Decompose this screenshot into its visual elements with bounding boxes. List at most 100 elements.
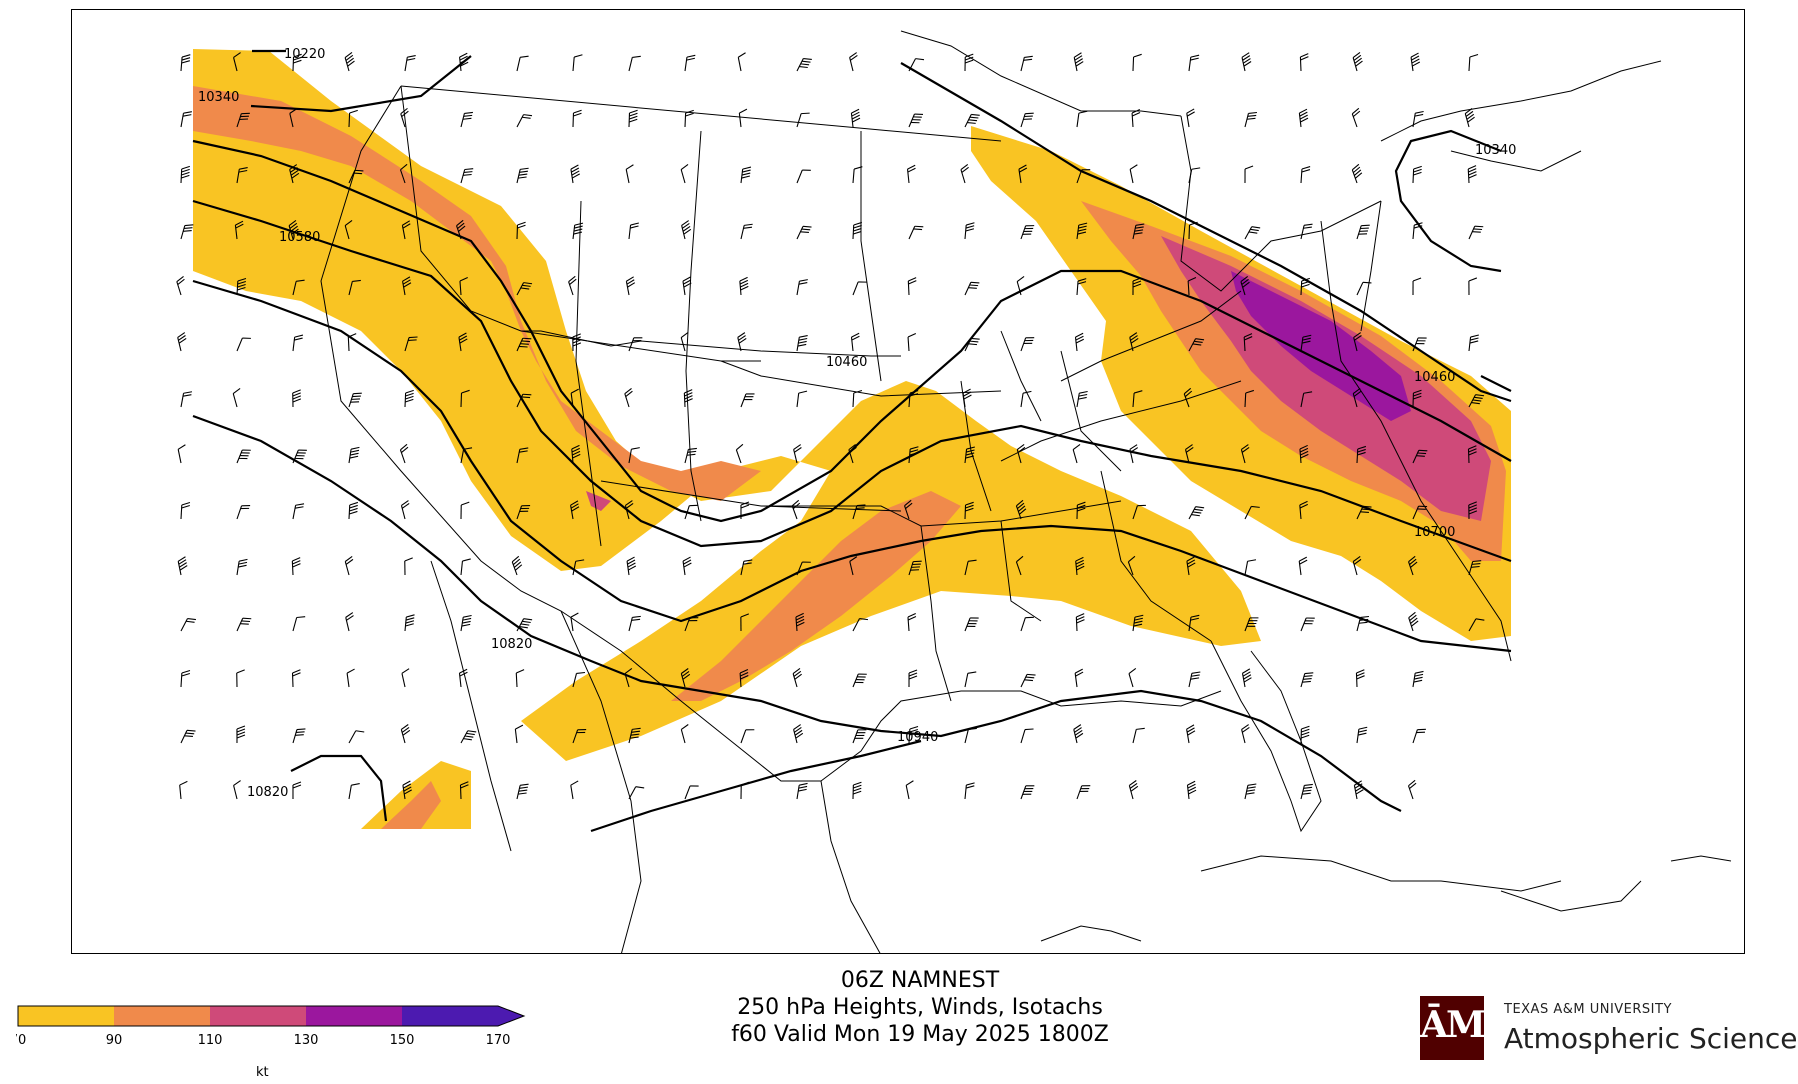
- wind-barb-icon: [1188, 167, 1201, 184]
- wind-barb-icon: [850, 108, 861, 128]
- wind-barb-icon: [1076, 390, 1088, 408]
- wind-barb-icon: [1186, 108, 1195, 128]
- wind-barb-icon: [400, 500, 410, 520]
- wind-barb-icon: [905, 780, 914, 800]
- wind-barb-icon: [1244, 505, 1260, 520]
- wind-barb-icon: [1016, 276, 1025, 296]
- wind-barb-icon: [852, 281, 867, 296]
- wind-barb-icon: [402, 276, 412, 296]
- colorbar-segments: [17, 1005, 526, 1027]
- wind-barb-icon: [348, 279, 361, 296]
- wind-barb-icon: [1468, 394, 1485, 408]
- wind-barb-icon: [344, 556, 354, 576]
- wind-barb-icon: [1184, 444, 1194, 464]
- wind-barb-icon: [1300, 166, 1311, 184]
- wind-barb-icon: [180, 391, 193, 408]
- wind-barb-icon: [1188, 54, 1200, 72]
- wind-barb-icon: [740, 559, 753, 576]
- wind-barb-icon: [460, 730, 477, 744]
- wind-barb-icon: [1076, 169, 1091, 184]
- wind-barb-icon: [684, 447, 697, 464]
- wind-barb-icon: [852, 729, 867, 744]
- wind-barb-icon: [1186, 724, 1196, 744]
- colorbar-tick-label: 170: [486, 1033, 511, 1048]
- wind-barb-icon: [1356, 224, 1370, 240]
- wind-barb-icon: [684, 504, 698, 520]
- wind-barb-icon: [233, 780, 241, 800]
- contour-labels: 10220 10340 10580 10460 10340 10460 1070…: [198, 47, 1516, 800]
- wind-barb-icon: [628, 447, 640, 464]
- wind-barb-icon: [180, 165, 190, 184]
- wind-barb-icon: [628, 615, 641, 632]
- wind-barb-icon: [404, 614, 415, 632]
- logo-department: Atmospheric Sciences: [1504, 1022, 1798, 1055]
- wind-barb-icon: [460, 389, 470, 408]
- wind-barb-icon: [740, 501, 750, 520]
- wind-barb-icon: [176, 275, 185, 296]
- wind-barb-icon: [681, 220, 692, 240]
- wind-barb-icon: [796, 390, 808, 408]
- wind-barb-icon: [684, 785, 699, 800]
- wind-barb-icon: [399, 163, 408, 184]
- wind-barb-icon: [907, 612, 917, 632]
- wind-barb-icon: [514, 724, 524, 744]
- wind-barb-icon: [796, 561, 811, 576]
- wind-barb-icon: [404, 336, 418, 352]
- wind-barb-icon: [460, 501, 470, 520]
- wind-barb-icon: [292, 279, 305, 296]
- wind-barb-icon: [348, 446, 360, 464]
- wind-barb-icon: [852, 166, 863, 184]
- wind-barb-icon: [1244, 226, 1261, 240]
- contour-label-10220: 10220: [284, 47, 325, 62]
- wind-barb-icon: [1468, 53, 1479, 72]
- wind-barb-icon: [684, 617, 699, 632]
- wind-barb-icon: [1464, 108, 1475, 128]
- wind-barb-icon: [792, 668, 802, 688]
- colorbar-segment: [210, 1006, 306, 1026]
- wind-barb-icon: [1074, 668, 1084, 688]
- wind-barb-icon: [624, 500, 634, 520]
- contour-label-10820: 10820: [491, 637, 532, 652]
- wind-barb-icon: [1244, 617, 1259, 632]
- wind-barb-icon: [1299, 444, 1309, 464]
- wind-barb-icon: [292, 728, 306, 744]
- wind-barb-icon: [1018, 164, 1028, 184]
- wind-barb-icon: [739, 276, 749, 296]
- wind-barb-icon: [1244, 111, 1258, 128]
- wind-barb-icon: [236, 725, 246, 744]
- wind-barb-icon: [348, 783, 360, 800]
- wind-barb-icon: [680, 332, 689, 352]
- wind-barb-icon: [236, 558, 248, 576]
- wind-barb-icon: [236, 277, 247, 296]
- wind-barb-icon: [292, 334, 304, 352]
- wind-barb-icon: [402, 780, 412, 800]
- wind-barb-icon: [964, 617, 979, 632]
- wind-barb-icon: [1020, 728, 1034, 744]
- wind-barb-icon: [1300, 672, 1314, 688]
- wind-barb-icon: [908, 669, 918, 688]
- wind-barb-icon: [572, 671, 586, 688]
- wind-barb-icon: [460, 111, 473, 128]
- wind-barb-icon: [1241, 668, 1252, 688]
- political-borders: [320, 30, 1732, 953]
- wind-barb-icon: [796, 279, 808, 296]
- contour-label-10460-center: 10460: [826, 355, 867, 370]
- wind-barb-icon: [1241, 52, 1252, 72]
- wind-barb-icon: [964, 501, 974, 520]
- wind-barb-icon: [628, 109, 638, 128]
- wind-barb-icon: [348, 392, 362, 408]
- wind-barb-icon: [908, 58, 925, 72]
- wind-barb-icon: [1412, 277, 1422, 296]
- colorbar-segment: [18, 1006, 114, 1026]
- wind-barb-icon: [1128, 780, 1139, 800]
- wind-barb-icon: [684, 109, 694, 128]
- wind-barb-icon: [740, 781, 750, 800]
- wind-barb-icon: [1186, 556, 1196, 576]
- wind-barb-icon: [1300, 223, 1313, 240]
- wind-barb-icon: [460, 558, 471, 576]
- wind-barb-icon: [234, 220, 244, 240]
- wind-barb-icon: [180, 669, 191, 688]
- wind-barb-icon: [1300, 783, 1313, 800]
- wind-barb-icon: [960, 163, 969, 184]
- wind-barb-icon: [908, 225, 924, 240]
